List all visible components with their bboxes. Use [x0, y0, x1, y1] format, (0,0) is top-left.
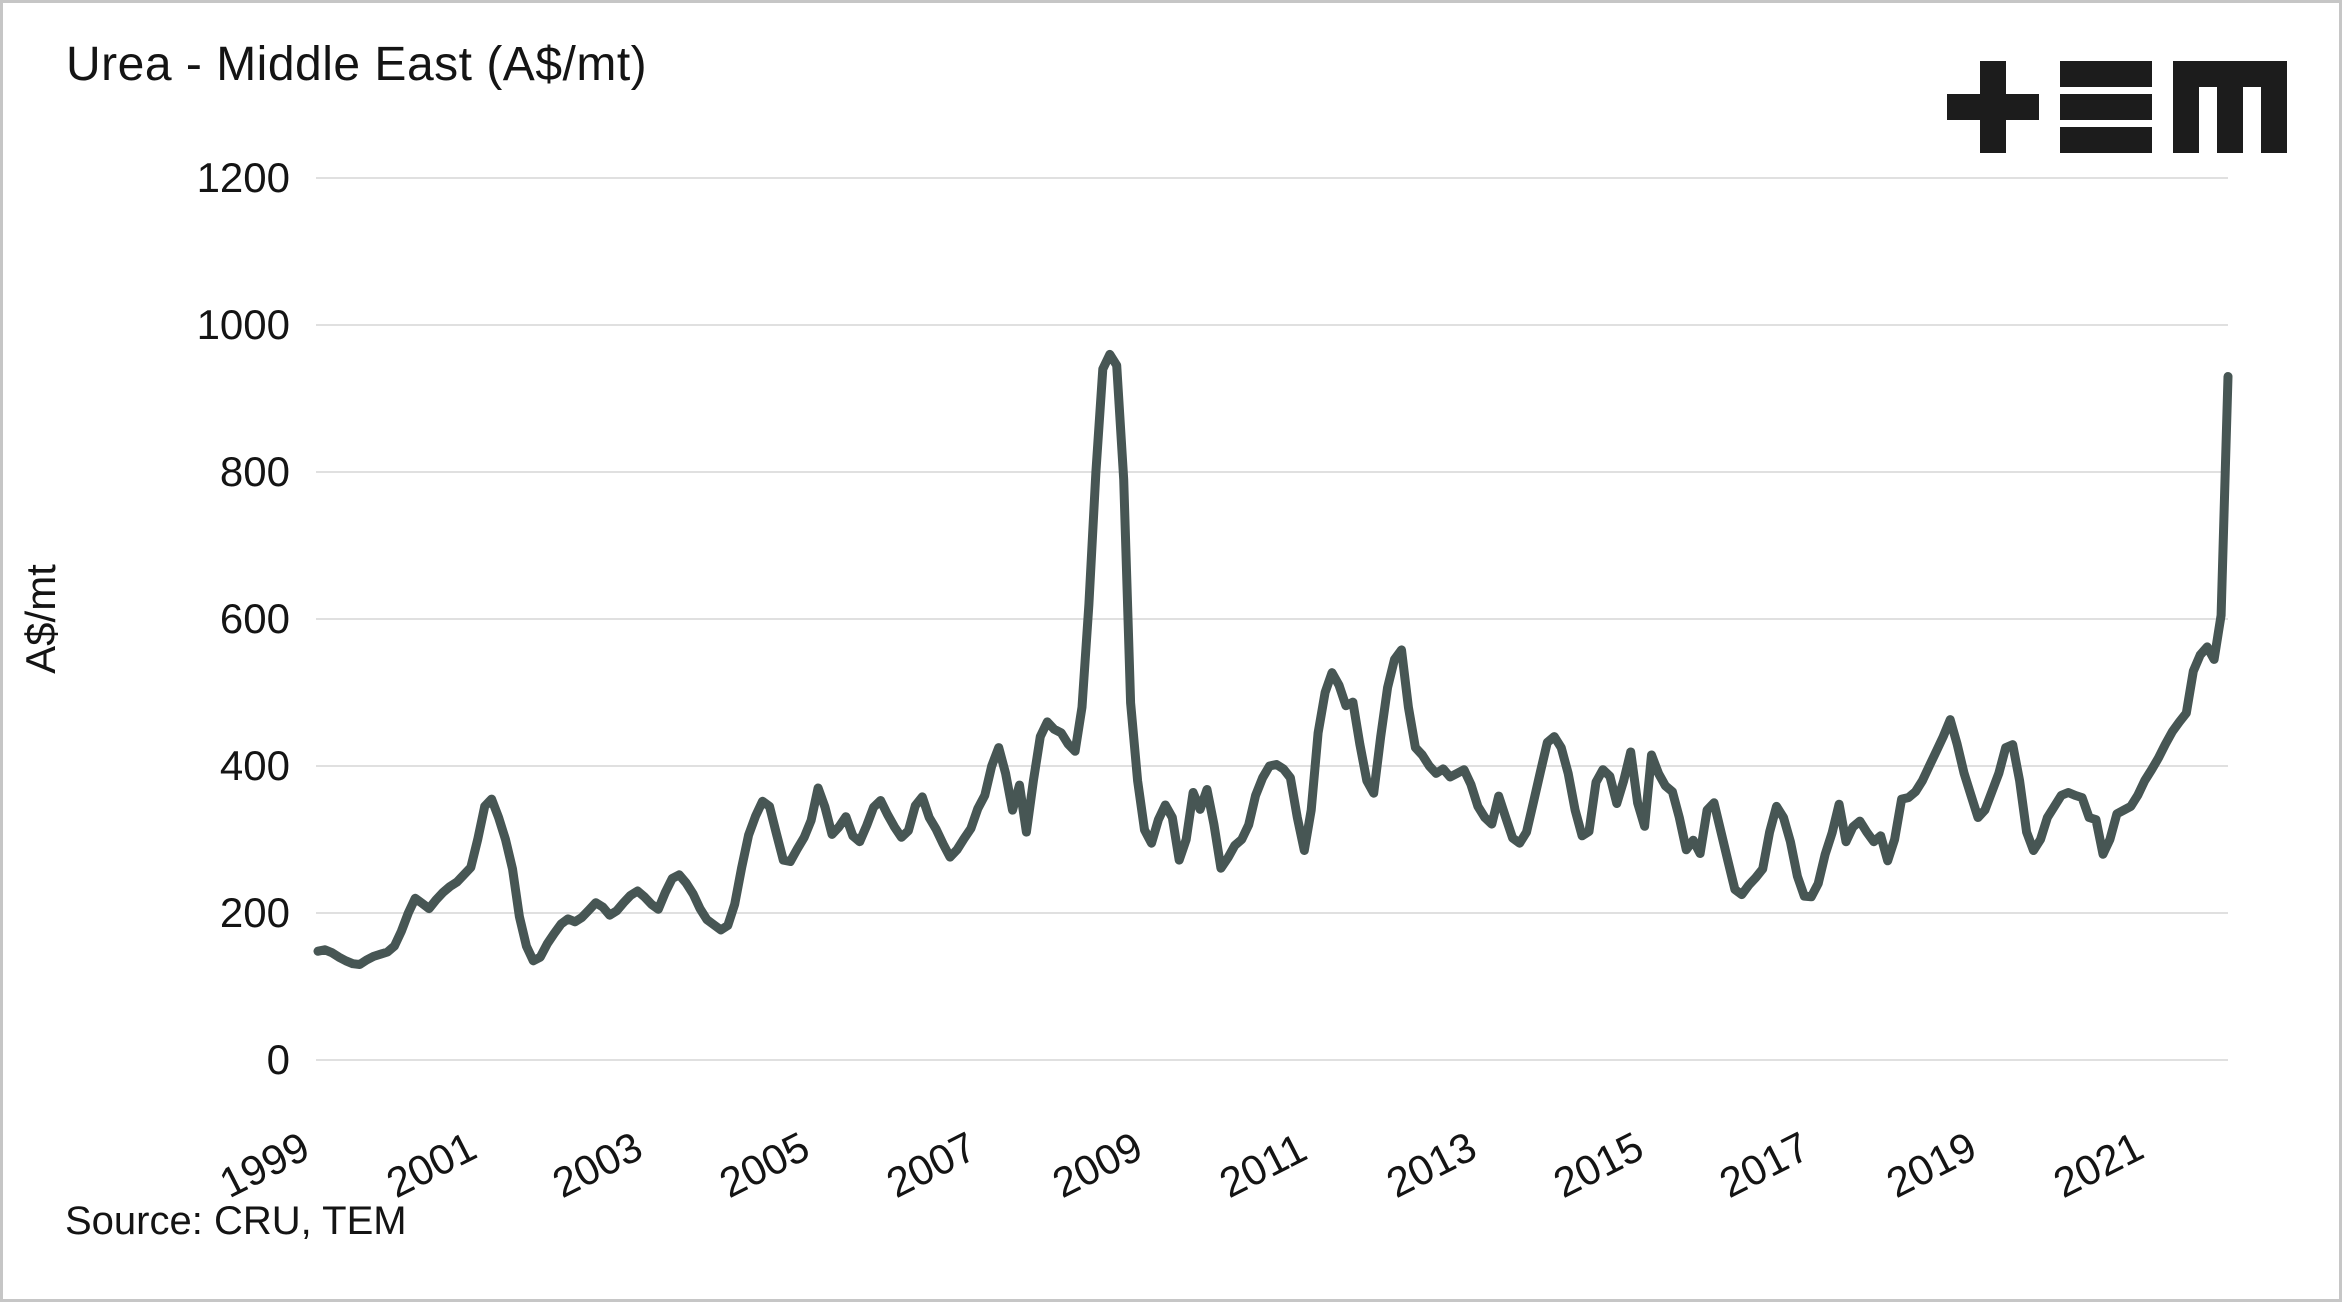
- y-axis-title: A$/mt: [17, 564, 64, 674]
- y-tick-label-1000: 1000: [196, 301, 290, 348]
- y-tick-label-0: 0: [266, 1036, 290, 1083]
- price-line-chart: [313, 177, 2233, 1061]
- y-tick-label-1200: 1200: [196, 154, 290, 201]
- tem-logo: [1947, 61, 2287, 153]
- y-tick-label-400: 400: [219, 742, 290, 789]
- source-note: Source: CRU, TEM: [65, 1199, 407, 1243]
- chart-title: Urea - Middle East (A$/mt): [66, 38, 648, 91]
- y-tick-label-800: 800: [219, 448, 290, 495]
- y-tick-label-600: 600: [219, 595, 290, 642]
- urea-price-line: [313, 349, 2233, 969]
- logo-bars-icon: [2060, 61, 2152, 153]
- y-tick-label-200: 200: [219, 889, 290, 936]
- logo-m-icon: [2173, 61, 2287, 153]
- logo-plus-icon: [1947, 61, 2039, 153]
- gridlines: [316, 177, 2228, 1061]
